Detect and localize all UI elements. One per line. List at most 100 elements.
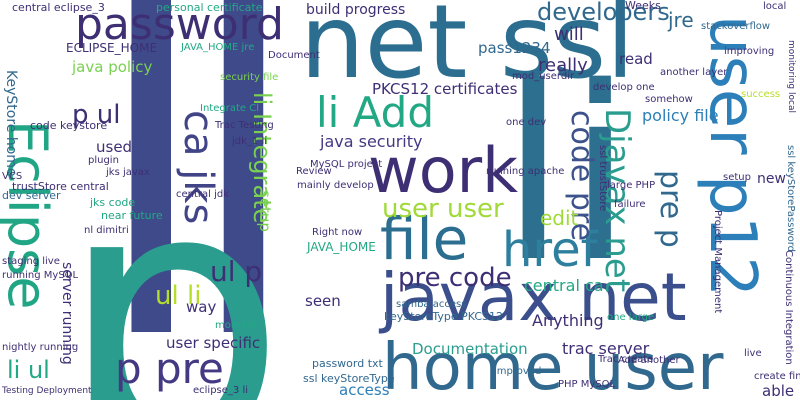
cloud-word: jre bbox=[668, 8, 694, 32]
cloud-word: jks code bbox=[90, 196, 136, 209]
cloud-word: access bbox=[339, 381, 390, 399]
cloud-word: really bbox=[538, 55, 588, 76]
cloud-word: pre code bbox=[398, 263, 512, 293]
cloud-word: seen bbox=[305, 292, 341, 310]
cloud-word: one dev bbox=[506, 117, 547, 128]
cloud-word: improved bbox=[494, 366, 542, 377]
cloud-word: Integrate CI bbox=[200, 103, 260, 114]
cloud-word: moment bbox=[215, 320, 258, 331]
cloud-word: Anything bbox=[532, 311, 604, 330]
cloud-word: build progress bbox=[306, 2, 406, 18]
cloud-word: live bbox=[744, 348, 762, 359]
cloud-word: mainly develop bbox=[297, 180, 374, 191]
cloud-word: Testing Deployment bbox=[2, 386, 92, 396]
cloud-word: stackoverflow bbox=[701, 21, 771, 32]
cloud-word: central eclipse_3 bbox=[12, 1, 105, 14]
cloud-word: staging live bbox=[2, 256, 60, 267]
cloud-word: KeyStore home bbox=[3, 70, 19, 177]
cloud-word: JAVA_HOME jre bbox=[181, 42, 255, 53]
cloud-word: jks javax bbox=[106, 167, 150, 178]
cloud-word: li Add bbox=[316, 88, 435, 137]
cloud-word: new bbox=[757, 171, 786, 187]
cloud-word: near future bbox=[101, 209, 163, 222]
cloud-word: way bbox=[186, 298, 217, 316]
cloud-word: javax net bbox=[380, 259, 687, 336]
cloud-word: ul li bbox=[155, 281, 202, 311]
cloud-word: li bbox=[500, 35, 634, 315]
cloud-word: jdk_1 li bbox=[232, 136, 268, 147]
cloud-word: develop one bbox=[593, 82, 655, 93]
cloud-word: password bbox=[75, 0, 284, 50]
cloud-word: monitoring local bbox=[786, 40, 796, 113]
cloud-word: personal certificate bbox=[156, 1, 263, 14]
cloud-word: java security bbox=[320, 132, 423, 151]
cloud-word: ul p bbox=[210, 255, 263, 288]
cloud-word: Project Management bbox=[712, 210, 723, 314]
cloud-word: setup bbox=[256, 190, 274, 232]
cloud-word: code keystore bbox=[30, 119, 108, 132]
cloud-word: setup bbox=[723, 172, 751, 183]
cloud-word: local bbox=[763, 1, 787, 12]
cloud-word: ca jks bbox=[175, 110, 221, 225]
cloud-word: security file bbox=[220, 72, 279, 83]
cloud-word: VCS bbox=[2, 171, 23, 182]
cloud-word: Documentation bbox=[412, 340, 528, 358]
cloud-word: Document bbox=[268, 50, 320, 61]
cloud-word: user user bbox=[382, 194, 504, 224]
cloud-word: eclipse_3 li bbox=[193, 385, 249, 396]
cloud-word: PHP MySQL bbox=[558, 379, 616, 390]
cloud-word: success bbox=[741, 89, 781, 100]
cloud-word: trac server bbox=[562, 339, 650, 358]
cloud-word: improving bbox=[724, 46, 775, 57]
cloud-word: net ssl bbox=[300, 0, 635, 102]
cloud-word: plugin bbox=[88, 155, 119, 166]
cloud-word: ssl keyStorePassword bbox=[785, 145, 796, 253]
cloud-word: user specific bbox=[166, 334, 261, 352]
cloud-word: p bbox=[58, 110, 287, 400]
cloud-word: Add another bbox=[618, 355, 680, 366]
cloud-word: read bbox=[619, 50, 653, 68]
cloud-word: central ca bbox=[524, 276, 604, 295]
cloud-word: PKCS12 certificates bbox=[372, 80, 518, 98]
cloud-word: edit bbox=[540, 206, 579, 230]
cloud-word: central jdk bbox=[176, 189, 230, 200]
cloud-word: mod_userdir bbox=[512, 71, 575, 82]
cloud-word: trustStore central bbox=[12, 180, 109, 193]
cloud-word: MySQL project bbox=[310, 159, 383, 170]
cloud-word: li ul bbox=[7, 356, 50, 384]
cloud-word: running apache bbox=[486, 166, 565, 177]
cloud-word: work bbox=[368, 134, 519, 207]
cloud-word: Weeks bbox=[625, 0, 661, 12]
cloud-word: policy file bbox=[642, 106, 719, 125]
cloud-word: href bbox=[502, 222, 598, 278]
cloud-word: running MySQL bbox=[2, 270, 79, 281]
cloud-word: java policy bbox=[72, 58, 153, 76]
cloud-word: developers bbox=[537, 0, 670, 26]
cloud-word: p ul bbox=[72, 100, 121, 130]
cloud-word: somehow bbox=[645, 94, 693, 105]
cloud-word: ssl keyStoreType bbox=[303, 372, 395, 385]
cloud-word: ssl trustStore bbox=[597, 145, 608, 212]
cloud-word: able bbox=[762, 382, 795, 400]
cloud-word: Djavax net bbox=[597, 108, 637, 293]
cloud-word: Eclipse bbox=[0, 120, 59, 310]
cloud-word: dev server bbox=[2, 189, 61, 202]
cloud-word: Right now bbox=[312, 227, 363, 238]
cloud-word: file bbox=[380, 205, 469, 273]
cloud-word: home user bbox=[382, 331, 724, 400]
cloud-word: failure bbox=[614, 199, 646, 210]
cloud-word: ECLIPSE_HOME bbox=[66, 41, 158, 55]
cloud-word: password txt bbox=[312, 357, 383, 370]
cloud-word: pre p bbox=[653, 170, 688, 248]
cloud-word: ll bbox=[90, 0, 304, 400]
cloud-word: user p12 bbox=[695, 15, 769, 297]
cloud-word: Review bbox=[296, 166, 332, 177]
cloud-word: another layer bbox=[660, 67, 728, 78]
cloud-word: li Integrate bbox=[248, 92, 276, 224]
cloud-word: keyStoreType PKCS12 bbox=[384, 310, 503, 323]
cloud-word: Trac create bbox=[598, 354, 654, 365]
cloud-word: create find bbox=[754, 371, 800, 382]
cloud-word: Trac Testing bbox=[215, 120, 274, 131]
cloud-word: large PHP bbox=[607, 180, 656, 191]
